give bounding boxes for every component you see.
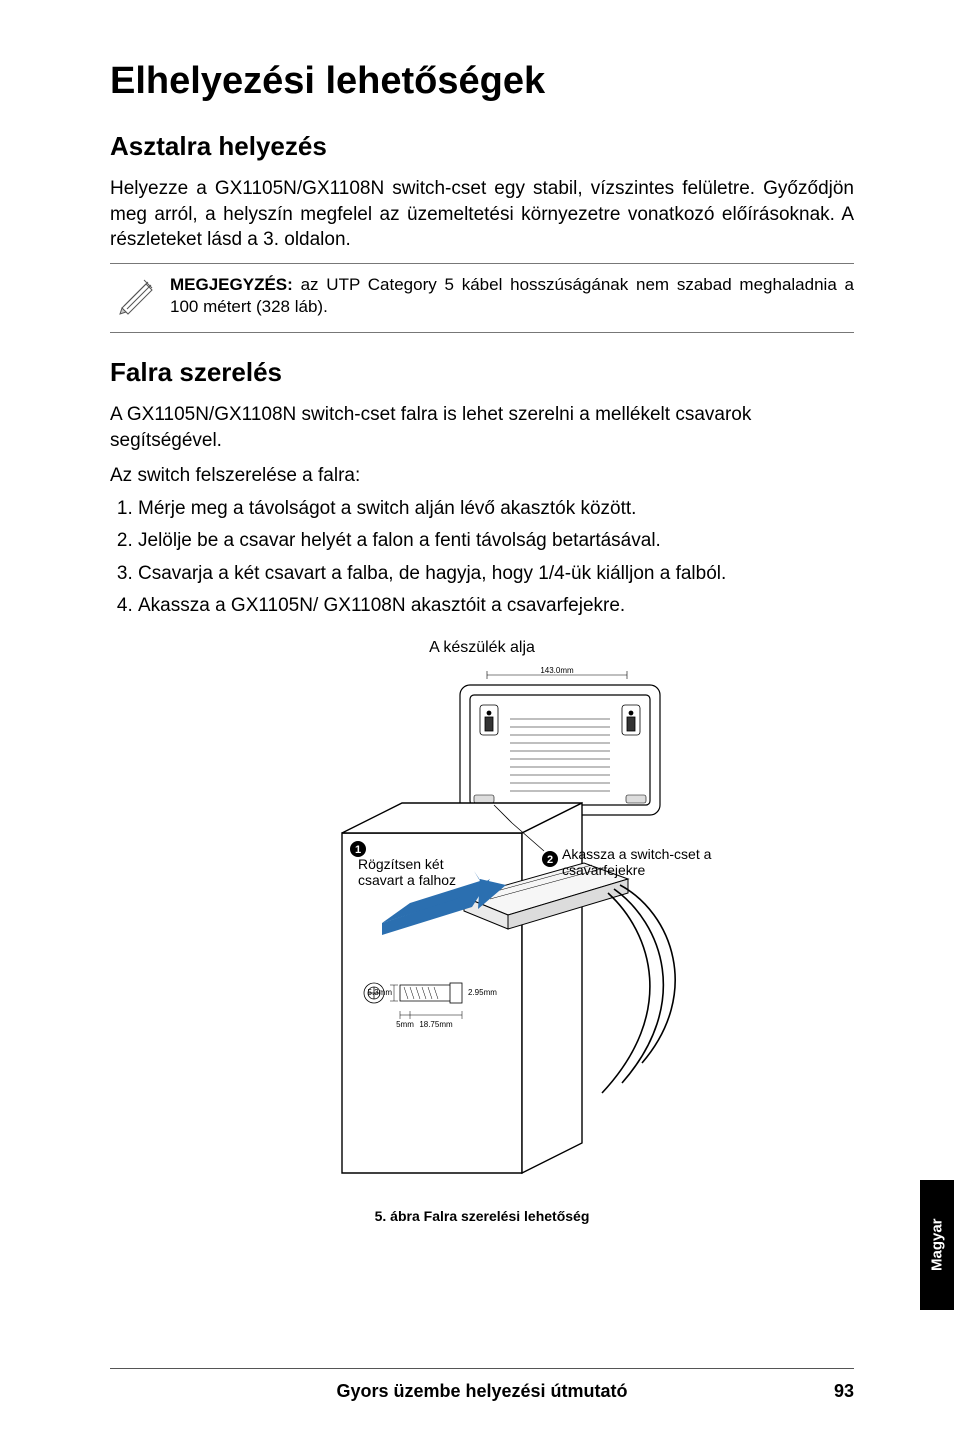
dim-small: 2.95mm	[468, 988, 497, 997]
note-block: MEGJEGYZÉS: az UTP Category 5 kábel hoss…	[110, 263, 854, 333]
footer-title: Gyors üzembe helyezési útmutató	[336, 1381, 627, 1402]
section1-title: Asztalra helyezés	[110, 131, 854, 162]
figure-caption-bottom: 5. ábra Falra szerelési lehetőség	[110, 1208, 854, 1224]
list-item: Csavarja a két csavart a falba, de hagyj…	[138, 560, 854, 589]
callout1-num: 1	[355, 844, 361, 856]
section2-body1: A GX1105N/GX1108N switch-cset falra is l…	[110, 402, 854, 453]
callout1-line1: Rögzítsen két	[358, 856, 444, 872]
list-item: Jelölje be a csavar helyét a falon a fen…	[138, 527, 854, 556]
note-text: MEGJEGYZÉS: az UTP Category 5 kábel hoss…	[170, 274, 854, 318]
dim-h: 5.3mm	[368, 988, 393, 997]
steps-list: Mérje meg a távolságot a switch alján lé…	[110, 495, 854, 621]
callout1-line2: csavart a falhoz	[358, 872, 456, 888]
callout2-num: 2	[547, 854, 553, 866]
callout2-line2: csavarfejekre	[562, 862, 645, 878]
figure: A készülék alja 143.0mm	[110, 639, 854, 1224]
section2-title: Falra szerelés	[110, 357, 854, 388]
dim-w2: 18.75mm	[419, 1020, 453, 1029]
page-title: Elhelyezési lehetőségek	[110, 60, 854, 103]
list-item: Mérje meg a távolságot a switch alján lé…	[138, 495, 854, 524]
language-tab: Magyar	[920, 1180, 954, 1310]
note-label: MEGJEGYZÉS:	[170, 275, 293, 294]
page-number: 93	[834, 1381, 854, 1402]
wall-mount-diagram: 143.0mm	[222, 663, 742, 1193]
dim-top: 143.0mm	[540, 666, 574, 675]
callout2-line1: Akassza a switch-cset a	[562, 846, 712, 862]
pencil-icon	[110, 274, 170, 322]
section2-body2: Az switch felszerelése a falra:	[110, 463, 854, 489]
section1-body: Helyezze a GX1105N/GX1108N switch-cset e…	[110, 176, 854, 253]
figure-caption-top: A készülék alja	[110, 639, 854, 657]
page-footer: Gyors üzembe helyezési útmutató 93	[110, 1368, 854, 1402]
dim-w1: 5mm	[396, 1020, 414, 1029]
list-item: Akassza a GX1105N/ GX1108N akasztóit a c…	[138, 592, 854, 621]
